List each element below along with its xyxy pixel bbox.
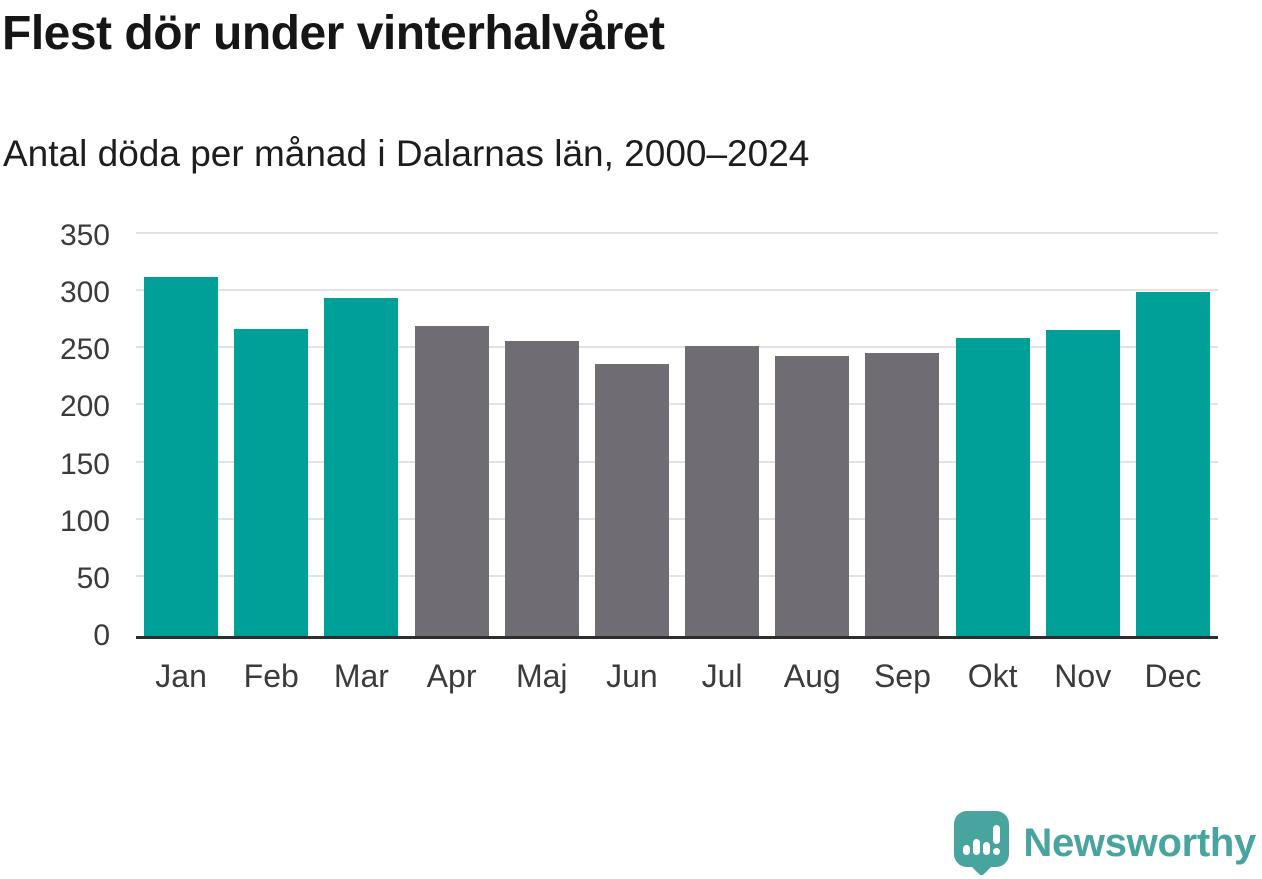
x-label-mar: Mar [333,658,389,694]
newsworthy-wordmark: Newsworthy [1023,820,1256,865]
y-tick-50: 50 [76,561,110,595]
chart-subtitle: Antal döda per månad i Dalarnas län, 200… [3,133,810,174]
bar-nov [1045,329,1120,636]
bar-jun [594,364,669,636]
gridline-50 [136,574,1218,577]
x-label-jun: Jun [606,658,658,694]
bar-feb [234,328,309,636]
icon-bar-1 [963,845,971,855]
x-label-sep: Sep [873,658,931,694]
bar-maj [504,341,579,636]
x-label-apr: Apr [426,658,477,694]
bar-sep [865,352,940,636]
plot-area [136,232,1218,639]
gridline-200 [136,403,1218,406]
gridline-150 [136,460,1218,463]
bubble-tail [969,852,994,877]
gridline-250 [136,346,1218,349]
bar-okt [955,337,1030,636]
chart-title: Flest dör under vinterhalvåret [2,7,665,60]
bar-jul [685,345,760,636]
bar-chart: 0 50 100 150 200 250 300 350 Jan Feb Mar Apr Maj Jun… [0,219,1262,706]
y-tick-350: 350 [59,219,110,252]
x-label-okt: Okt [967,658,1018,694]
y-tick-200: 200 [59,390,110,424]
y-tick-150: 150 [59,447,110,481]
x-label-maj: Maj [515,658,568,694]
x-label-jul: Jul [701,658,743,694]
bar-aug [775,356,850,636]
x-label-jan: Jan [155,658,207,694]
x-axis: Jan Feb Mar Apr Maj Jun Jul Aug Sep Okt Nov Dec [136,656,1218,702]
y-axis: 0 50 100 150 200 250 300 350 [0,219,110,652]
y-tick-100: 100 [59,504,110,538]
y-tick-300: 300 [59,276,110,310]
x-label-aug: Aug [783,658,841,694]
newsworthy-bubble-chart-icon [954,811,1010,877]
icon-bar-2 [973,839,981,855]
bar-mar [324,297,399,636]
bar-apr [414,326,489,636]
x-label-feb: Feb [243,658,299,694]
bar-dec [1135,292,1210,636]
x-label-nov: Nov [1054,658,1112,694]
gridline-100 [136,517,1218,520]
x-label-dec: Dec [1144,658,1202,694]
icon-bar-3 [983,842,991,855]
icon-exclamation-stem [993,825,1001,844]
newsworthy-logo: Newsworthy [954,811,1256,877]
gridline-300 [136,289,1218,292]
gridline-350 [136,232,1218,234]
y-tick-0: 0 [93,619,110,652]
icon-exclamation-dot [993,848,1001,855]
bar-jan [144,277,219,636]
y-tick-250: 250 [59,333,110,367]
